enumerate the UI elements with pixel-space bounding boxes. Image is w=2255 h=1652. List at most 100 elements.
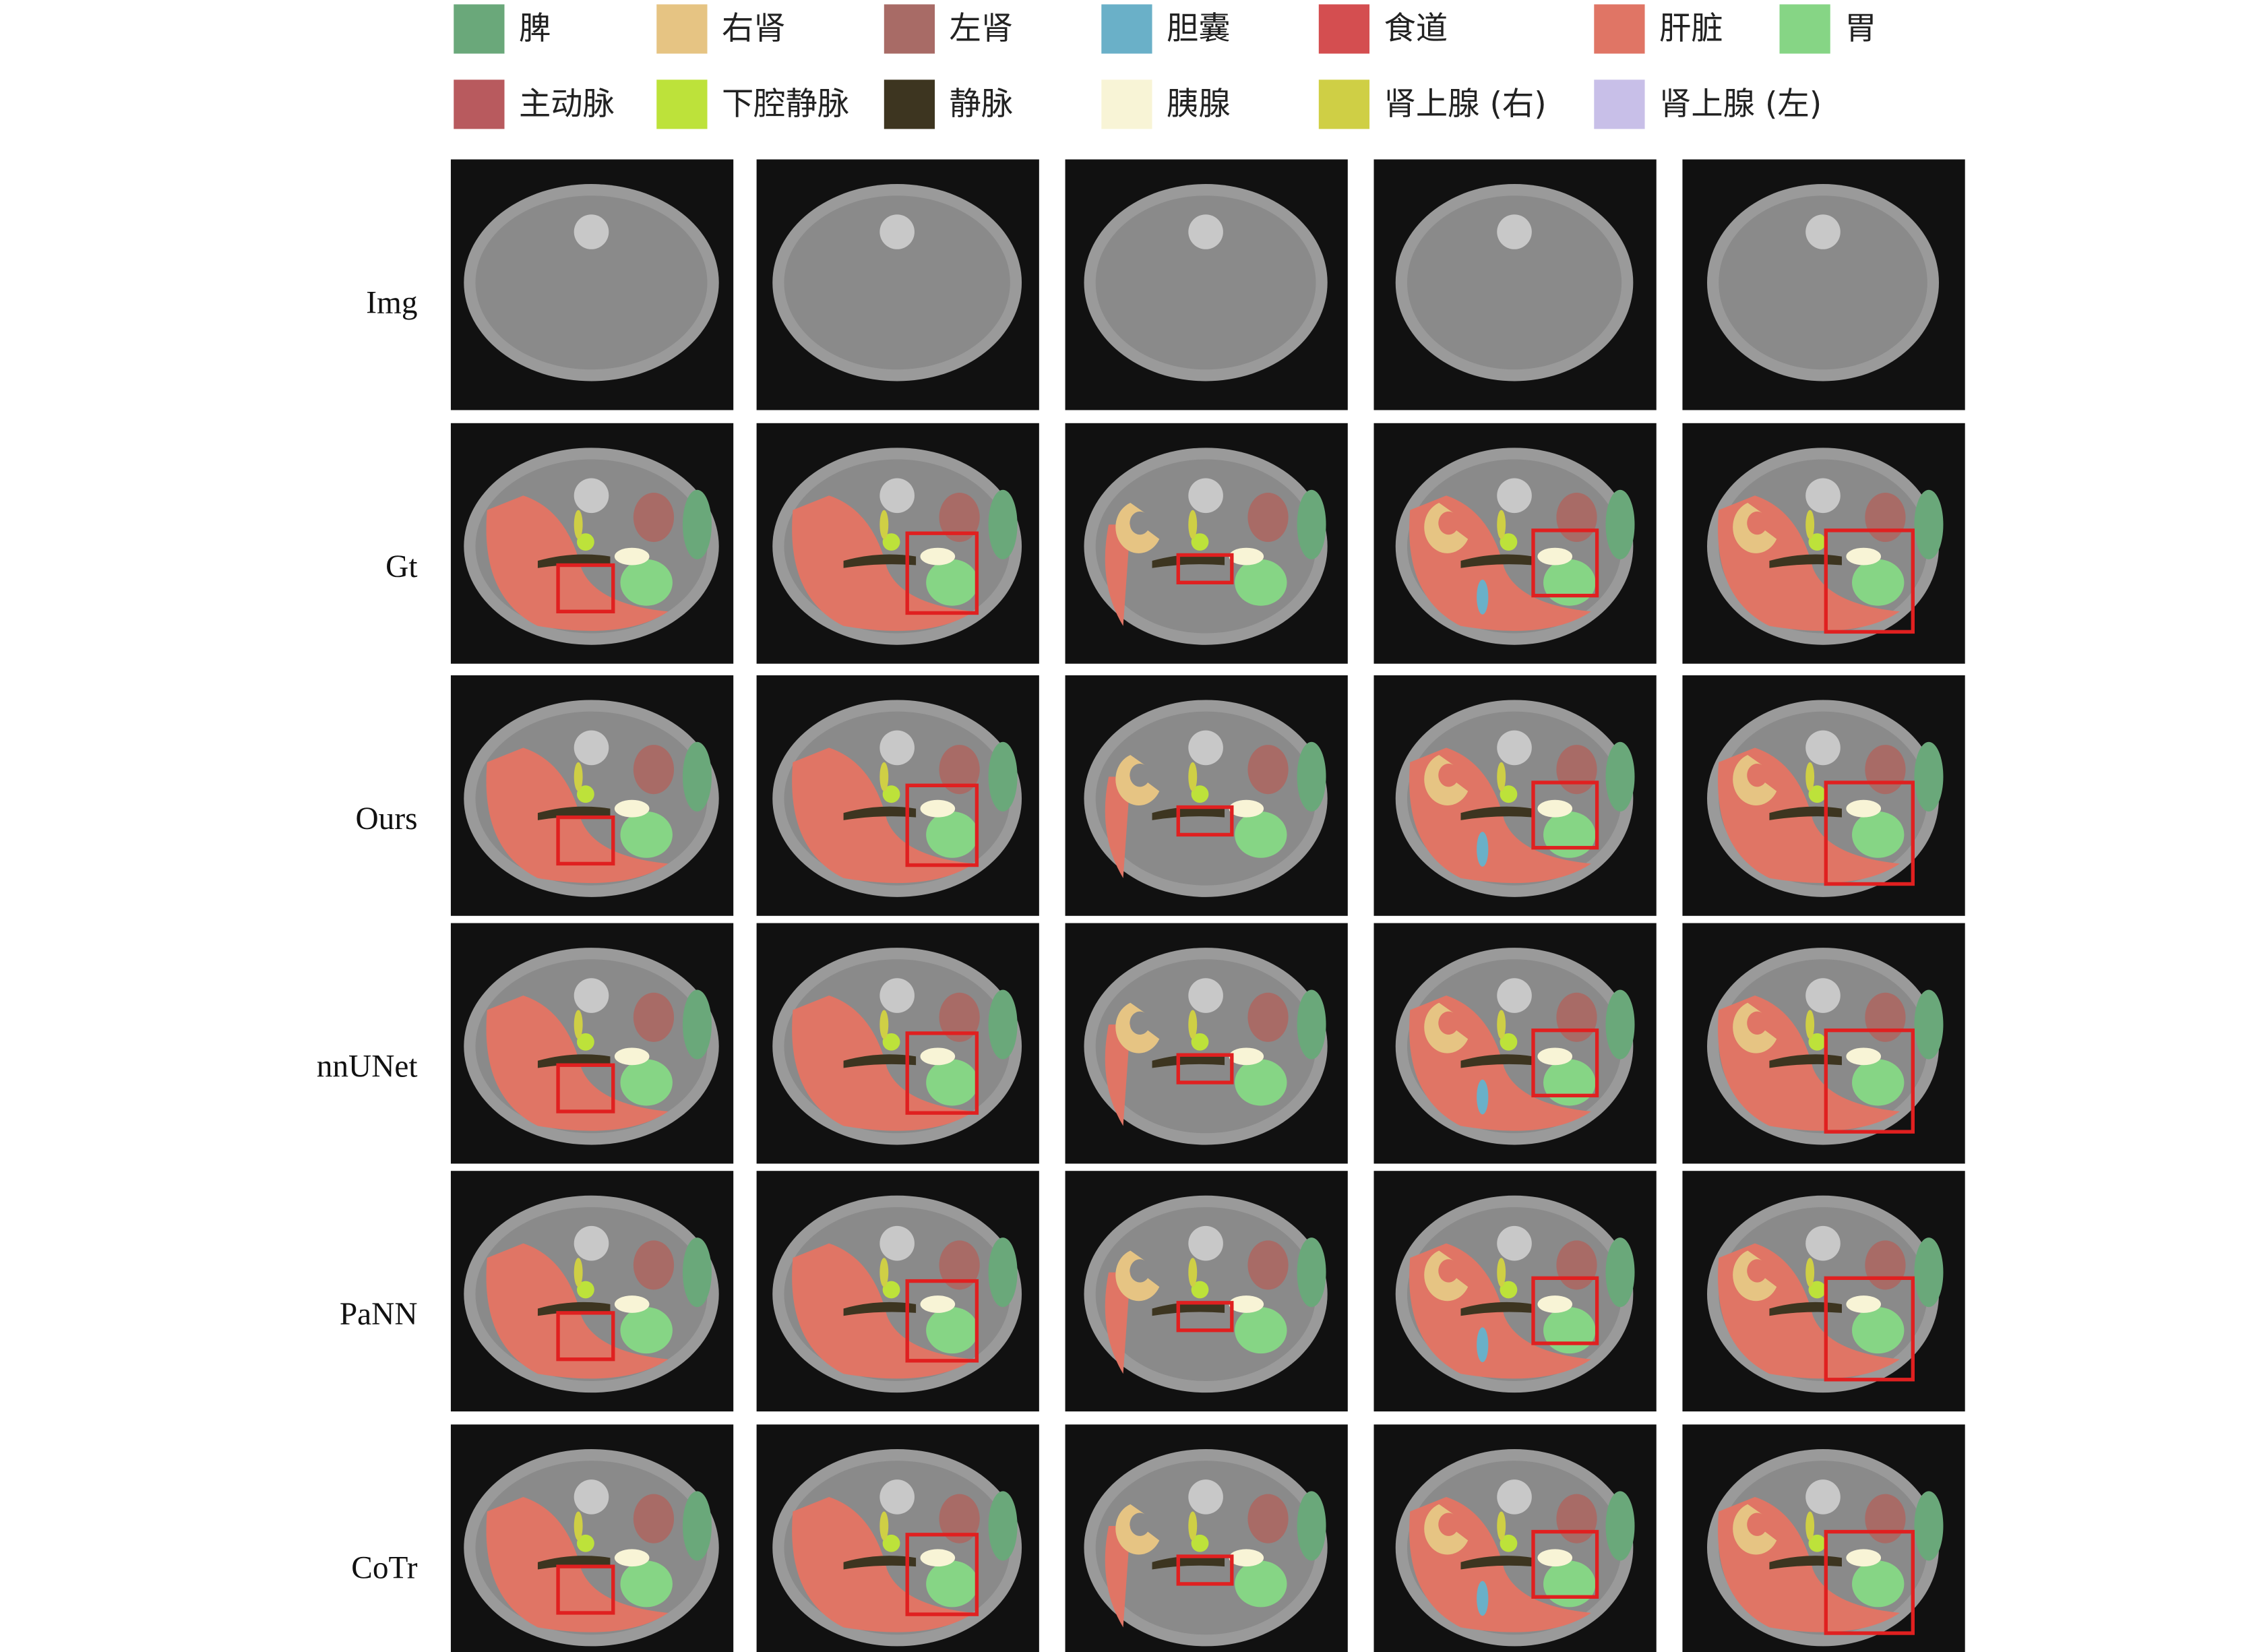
ct-image <box>1682 159 1965 410</box>
legend-swatch <box>1779 4 1830 54</box>
liver <box>1105 1525 1131 1628</box>
kidney-l <box>939 1494 980 1543</box>
spine <box>1805 478 1841 514</box>
ivc <box>1191 533 1209 551</box>
adrenal <box>1497 1511 1506 1541</box>
adrenal <box>574 762 583 791</box>
ct-image <box>1065 675 1348 916</box>
spine <box>1188 214 1223 249</box>
adrenal <box>1497 1010 1506 1039</box>
adrenal <box>879 1511 889 1541</box>
legend-swatch <box>1101 80 1152 129</box>
ct-image <box>1373 1171 1657 1412</box>
spine <box>879 478 915 514</box>
legend-swatch <box>884 4 935 54</box>
highlight-box <box>1176 1301 1234 1333</box>
ivc <box>1500 1281 1518 1299</box>
highlight-box <box>905 783 979 867</box>
stomach <box>926 1307 979 1354</box>
pancreas <box>1537 1047 1573 1066</box>
vein <box>537 554 611 568</box>
adrenal <box>1188 510 1198 539</box>
pancreas <box>1229 1047 1264 1066</box>
spleen <box>1914 989 1944 1060</box>
kidney-l <box>633 745 675 795</box>
highlight-box <box>905 1031 979 1115</box>
kidney-l <box>1865 1494 1906 1543</box>
spine <box>879 730 915 766</box>
legend-label: 胆囊 <box>1167 10 1231 47</box>
kidney-r <box>1733 1250 1777 1302</box>
kidney-r <box>1115 755 1160 805</box>
pancreas <box>1229 547 1264 565</box>
ct-image <box>450 1171 734 1412</box>
vein <box>1152 1556 1225 1570</box>
ct-image <box>450 1424 734 1652</box>
adrenal <box>1497 510 1506 539</box>
pancreas <box>1846 799 1881 818</box>
adrenal <box>1805 1010 1815 1039</box>
ct-image <box>1065 423 1348 664</box>
kidney-l <box>1247 1240 1289 1290</box>
kidney-l <box>939 1240 980 1290</box>
ivc <box>1191 1281 1209 1299</box>
pancreas <box>920 1295 956 1313</box>
stomach <box>1852 1560 1905 1608</box>
kidney-l <box>1865 493 1906 543</box>
highlight-box <box>1824 1276 1915 1382</box>
ct-image <box>1373 675 1657 916</box>
kidney-l <box>1556 745 1597 795</box>
adrenal <box>1805 1511 1815 1541</box>
adrenal <box>1188 1511 1198 1541</box>
spine <box>879 214 915 249</box>
vein <box>843 1556 917 1570</box>
kidney-l <box>1865 745 1906 795</box>
ivc <box>577 1033 594 1051</box>
ct-image <box>756 423 1039 664</box>
ct-image <box>1065 1171 1348 1412</box>
ivc <box>882 533 900 551</box>
stomach <box>1852 559 1905 606</box>
legend-swatch <box>1101 4 1152 54</box>
stomach <box>926 1059 979 1106</box>
stomach <box>1852 1059 1905 1106</box>
kidney-r <box>1424 503 1469 553</box>
kidney-r <box>1115 1002 1160 1053</box>
body-inner <box>1407 195 1622 370</box>
spleen <box>1914 489 1944 559</box>
ct-image <box>1373 1424 1657 1652</box>
stomach <box>1543 1059 1596 1106</box>
ivc <box>1808 1534 1826 1552</box>
spleen <box>1297 489 1326 559</box>
adrenal <box>574 1010 583 1039</box>
ct-image <box>450 159 734 410</box>
spine <box>879 1225 915 1261</box>
kidney-l <box>939 493 980 543</box>
ct-image <box>756 923 1039 1164</box>
spleen <box>1297 989 1326 1060</box>
ct-image <box>756 1171 1039 1412</box>
spleen <box>988 489 1018 559</box>
vein <box>537 1054 611 1068</box>
spleen <box>988 1491 1018 1561</box>
stomach <box>620 559 673 606</box>
spine <box>1497 978 1532 1013</box>
spleen <box>1605 1237 1635 1308</box>
highlight-box <box>1824 1529 1915 1635</box>
pancreas <box>920 547 956 565</box>
adrenal <box>1188 1258 1198 1287</box>
liver <box>1105 1024 1131 1126</box>
adrenal <box>574 510 583 539</box>
stomach <box>1543 1560 1596 1608</box>
kidney-l <box>939 992 980 1042</box>
adrenal <box>1188 1010 1198 1039</box>
highlight-box <box>1824 1028 1915 1134</box>
ivc <box>577 1534 594 1552</box>
liver <box>1105 776 1131 878</box>
spleen <box>1605 741 1635 812</box>
legend-label: 胃 <box>1845 10 1876 47</box>
ivc <box>1808 1281 1826 1299</box>
highlight-box <box>1176 805 1234 837</box>
kidney-r <box>1424 1250 1469 1302</box>
ct-image <box>756 159 1039 410</box>
